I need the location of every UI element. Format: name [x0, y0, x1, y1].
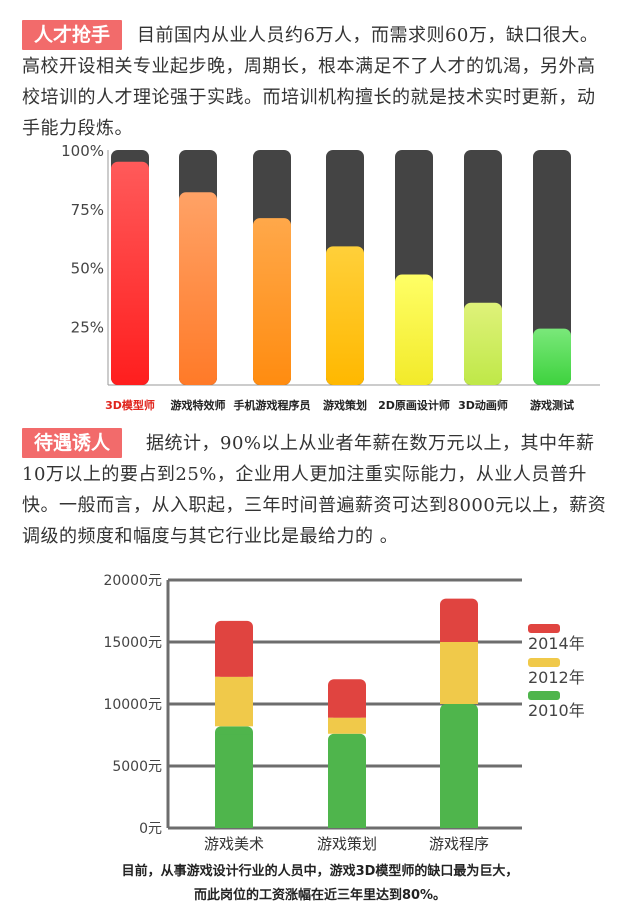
- footer-line-2: 而此岗位的工资涨幅在近三年里达到80%。: [193, 888, 447, 903]
- y-tick-label: 20000元: [103, 573, 162, 589]
- y-tick-label: 75%: [71, 201, 104, 219]
- section-text-talent: 目前国内从业人员约6万人，而需求则60万，缺口很大。高校开设相关专业起步晚，周期…: [22, 25, 599, 139]
- legend-label: 2014年: [528, 634, 585, 653]
- y-tick-label: 5000元: [112, 759, 162, 775]
- x-tick-label: 2D原画设计师: [378, 398, 450, 412]
- footer-line-1: 目前，从事游戏设计行业的人员中，游戏3D模型师的缺口最为巨大，: [121, 864, 519, 879]
- bar: [179, 192, 217, 385]
- bar: [326, 246, 364, 385]
- x-tick-label: 游戏测试: [530, 398, 574, 412]
- bar: [111, 161, 149, 385]
- bar-segment: [328, 717, 366, 734]
- legend-swatch: [528, 691, 560, 700]
- footer-note: 目前，从事游戏设计行业的人员中，游戏3D模型师的缺口最为巨大， 而此岗位的工资涨…: [0, 860, 640, 908]
- bar-segment: [215, 676, 253, 727]
- legend-label: 2010年: [528, 701, 585, 720]
- x-tick-label: 手机游戏程序员: [234, 398, 311, 412]
- bar: [395, 274, 433, 385]
- bar-segment-fill: [328, 687, 366, 718]
- demand-bar-chart: 100% 75% 50% 25% 3D模型师 游戏特效师 手机游戏程序员 游戏策划 2D原画设计…: [61, 142, 600, 412]
- legend-swatch: [528, 658, 560, 667]
- y-tick-label: 15000元: [103, 635, 162, 651]
- x-tick-label: 游戏策划: [323, 398, 367, 412]
- section-tag-talent: 人才抢手: [22, 20, 123, 50]
- bar-segment-fill: [440, 712, 478, 828]
- bar: [464, 302, 502, 385]
- y-tick-label: 25%: [71, 318, 104, 336]
- bar-segment-fill: [215, 628, 253, 677]
- legend-label: 2012年: [528, 668, 585, 687]
- section-tag-salary: 待遇诱人: [22, 428, 123, 458]
- x-tick-label: 3D动画师: [458, 398, 508, 412]
- y-tick-label: 100%: [61, 142, 104, 160]
- x-tick-label: 游戏程序: [429, 835, 489, 853]
- bar: [253, 218, 291, 385]
- bar: [533, 328, 571, 385]
- bar-segment-fill: [215, 734, 253, 828]
- bar-track: [533, 150, 571, 385]
- x-tick-label: 游戏特效师: [171, 398, 226, 412]
- x-tick-label: 游戏策划: [317, 835, 377, 853]
- y-tick-label: 0元: [139, 821, 162, 837]
- y-tick-label: 50%: [71, 260, 104, 278]
- x-tick-label: 3D模型师: [105, 398, 155, 412]
- legend-swatch: [528, 624, 560, 633]
- x-tick-label: 游戏美术: [204, 835, 264, 853]
- bar-segment-fill: [328, 741, 366, 828]
- bar-segment-fill: [440, 606, 478, 642]
- y-tick-label: 10000元: [103, 697, 162, 713]
- section-text-salary: 据统计，90%以上从业者年薪在数万元以上，其中年薪10万以上的要占到25%，企业…: [22, 433, 607, 547]
- bar-segment: [440, 642, 478, 704]
